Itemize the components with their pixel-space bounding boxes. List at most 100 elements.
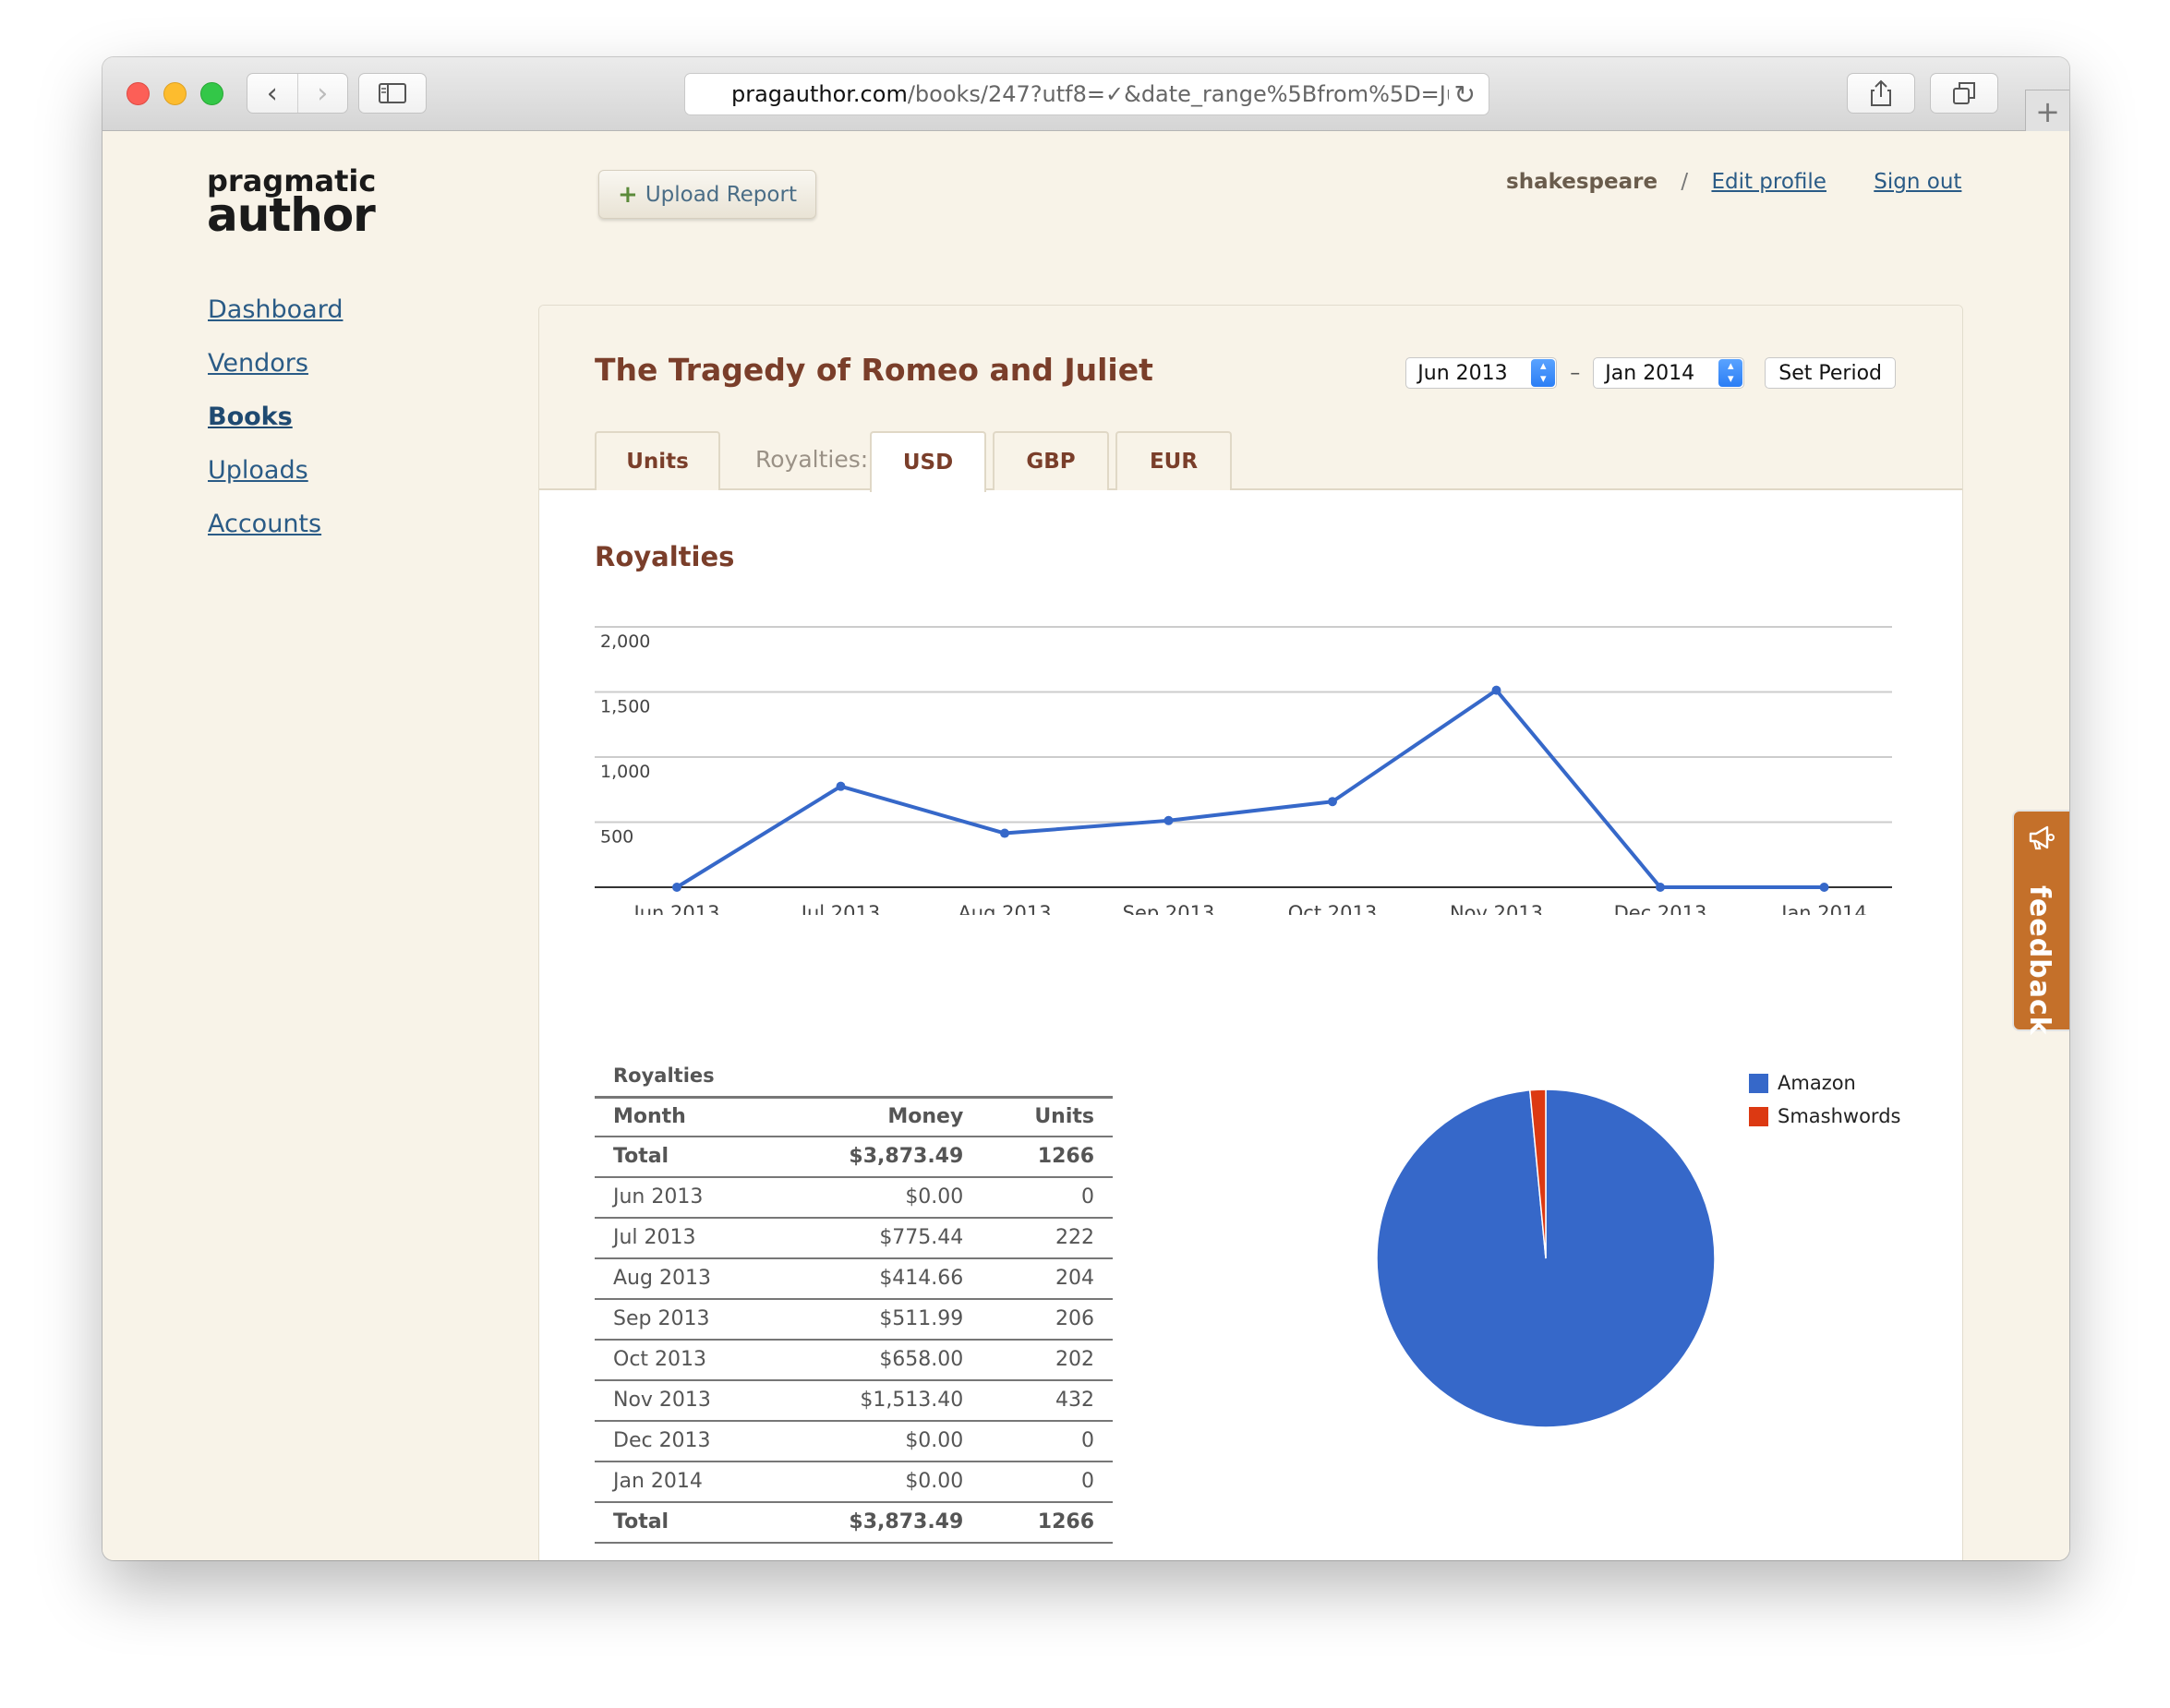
feedback-label: feedback [2023,885,2055,1036]
period-from-select[interactable]: Jun 2013 ▴ ▾ [1405,357,1558,389]
sidebar-item-dashboard[interactable]: Dashboard [208,295,344,324]
sign-out-link[interactable]: Sign out [1874,170,1962,194]
series-line [675,688,1825,889]
row-money: $511.99 [777,1298,983,1341]
new-tab-button[interactable]: + [2025,90,2069,132]
legend-label: Smashwords [1778,1105,1901,1127]
tab-units[interactable]: Units [595,431,720,490]
row-units: 204 [982,1257,1113,1300]
sidebar-item-accounts[interactable]: Accounts [208,510,322,538]
total-units: 1266 [982,1501,1113,1544]
data-point [1491,685,1501,695]
period-dash: – [1570,361,1581,385]
row-month: Nov 2013 [595,1379,778,1422]
edit-profile-link[interactable]: Edit profile [1711,170,1826,194]
sidebar-item-uploads[interactable]: Uploads [208,456,308,485]
upload-report-label: Upload Report [645,182,797,207]
table-row: Dec 2013 $0.00 0 [595,1420,1113,1462]
zoom-window-button[interactable] [200,82,223,105]
table-row: Jan 2014 $0.00 0 [595,1461,1113,1503]
x-tick-label: Nov 2013 [1450,902,1543,915]
row-units: 0 [982,1461,1113,1503]
upload-report-button[interactable]: + Upload Report [598,170,816,219]
royalties-table: Month Money Units Total $3,873.49 1266 J… [595,1096,1113,1544]
row-money: $0.00 [777,1176,983,1219]
row-month: Aug 2013 [595,1257,778,1300]
table-row: Sep 2013 $511.99 206 [595,1298,1113,1341]
minimize-window-button[interactable] [163,82,187,105]
site-logo[interactable]: pragmatic author [207,166,376,238]
row-month: Sep 2013 [595,1298,778,1341]
back-button[interactable]: ‹ [266,77,278,110]
row-money: $0.00 [777,1461,983,1503]
megaphone-icon [2029,825,2055,850]
table-row: Jul 2013 $775.44 222 [595,1217,1113,1259]
data-point [1656,883,1665,892]
period-to-select[interactable]: Jan 2014 ▴ ▾ [1593,357,1745,389]
y-tick-label: 2,000 [600,631,650,652]
x-tick-label: Dec 2013 [1614,902,1707,915]
x-tick-label: Aug 2013 [958,902,1051,915]
legend-swatch [1749,1106,1768,1126]
sidebar-toggle-button[interactable] [358,73,427,114]
row-units: 202 [982,1339,1113,1381]
panel-header: The Tragedy of Romeo and Juliet Jun 2013… [539,306,1962,492]
y-tick-label: 1,000 [600,762,650,782]
sidebar-item-books[interactable]: Books [208,403,293,431]
set-period-button[interactable]: Set Period [1765,357,1896,389]
feedback-tab[interactable]: feedback [2012,810,2069,1036]
data-point [1328,797,1337,807]
browser-toolbar: ‹ › pragauthor.com/books/247?utf8=✓&date… [102,57,2069,132]
share-button[interactable] [1847,73,1915,114]
table-row: Oct 2013 $658.00 202 [595,1339,1113,1381]
plus-icon: + [618,180,638,209]
sidebar-icon [379,83,406,103]
data-point [1819,883,1829,892]
x-tick-label: Sep 2013 [1123,902,1215,915]
select-arrows-icon: ▴ ▾ [1718,359,1743,387]
row-units: 206 [982,1298,1113,1341]
select-arrows-icon: ▴ ▾ [1531,359,1556,387]
url-host: pragauthor.com [731,81,908,107]
y-tick-label: 500 [600,827,633,848]
data-point [1163,815,1174,825]
row-month: Dec 2013 [595,1420,778,1462]
tabs-overview-button[interactable] [1930,73,1998,114]
x-tick-label: Jan 2014 [1779,902,1867,915]
row-units: 222 [982,1217,1113,1259]
share-icon [1871,79,1891,106]
royalties-line-chart: 500 1,000 1,500 2,000 Jun 2013 Jul 2013 Aug 20… [595,626,1892,915]
close-window-button[interactable] [127,82,150,105]
tab-usd[interactable]: USD [870,431,986,492]
sidebar-item-vendors[interactable]: Vendors [208,349,308,378]
x-tick-label: Oct 2013 [1288,902,1377,915]
row-units: 432 [982,1379,1113,1422]
row-money: $414.66 [777,1257,983,1300]
col-month: Month [595,1096,778,1137]
history-nav: ‹ › [247,73,348,114]
data-point [836,781,846,791]
period-selector: Jun 2013 ▴ ▾ – Jan 2014 ▴ ▾ Set Period [1405,357,1896,389]
table-total-row: Total $3,873.49 1266 [595,1501,1113,1544]
total-month: Total [595,1136,778,1178]
tab-gbp[interactable]: GBP [993,431,1109,490]
sidebar-nav: Dashboard Vendors Books Uploads Accounts [208,297,343,565]
period-from-value: Jun 2013 [1417,361,1508,385]
address-bar[interactable]: pragauthor.com/books/247?utf8=✓&date_ran… [684,73,1489,115]
reload-icon[interactable]: ↻ [1448,79,1476,110]
col-units: Units [982,1096,1113,1137]
period-to-value: Jan 2014 [1605,361,1695,385]
forward-button[interactable]: › [296,74,348,113]
page-content: pragmatic author Dashboard Vendors Books… [102,131,2069,1560]
row-month: Jan 2014 [595,1461,778,1503]
row-units: 0 [982,1176,1113,1219]
username: shakespeare [1506,170,1658,194]
total-month: Total [595,1501,778,1544]
logo-line1: pragmatic [207,163,377,198]
tab-eur[interactable]: EUR [1115,431,1232,490]
pie-legend: Amazon Smashwords [1749,1072,1900,1138]
table-row: Jun 2013 $0.00 0 [595,1176,1113,1219]
row-money: $658.00 [777,1339,983,1381]
col-money: Money [777,1096,983,1137]
user-bar: shakespeare / Edit profile Sign out [1506,170,1961,194]
